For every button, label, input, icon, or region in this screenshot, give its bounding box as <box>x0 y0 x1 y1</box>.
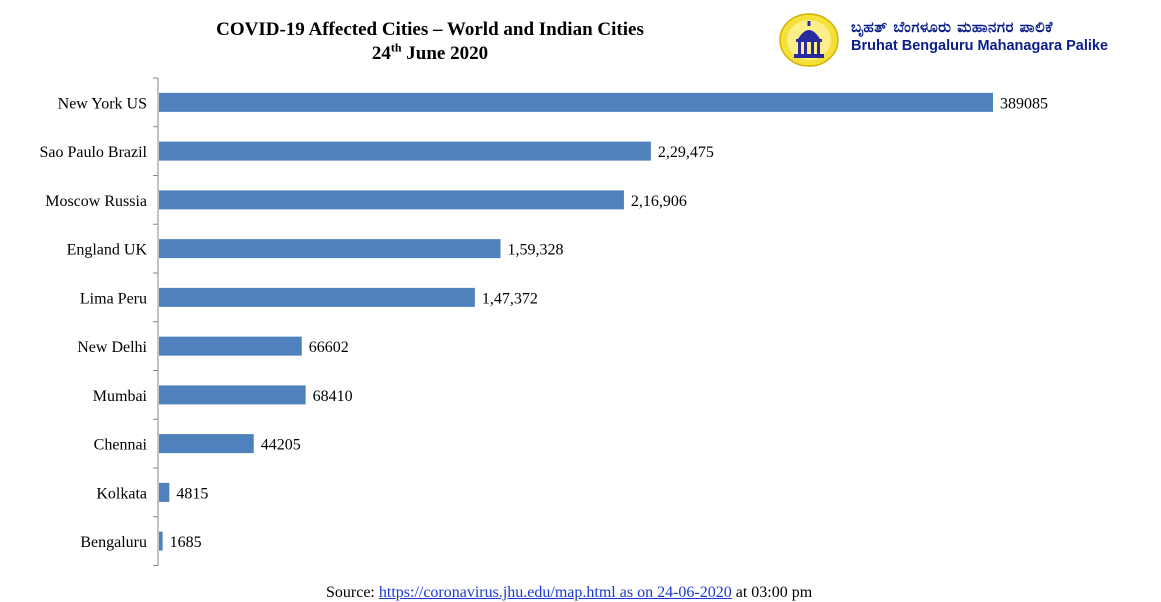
data-label: 4815 <box>176 485 208 502</box>
chart-title: COVID-19 Affected Cities – World and Ind… <box>150 18 710 66</box>
category-label: New Delhi <box>77 339 147 356</box>
data-label: 2,16,906 <box>631 193 687 210</box>
org-name-kannada: ಬೃಹತ್ ಬೆಂಗಳೂರು ಮಹಾನಗರ ಪಾಲಿಕೆ <box>851 18 1053 36</box>
bar <box>159 190 624 210</box>
data-label: 1,59,328 <box>508 242 564 259</box>
source-prefix: Source: <box>326 584 379 601</box>
bar <box>159 385 306 405</box>
category-label: Lima Peru <box>80 290 147 307</box>
category-label: Kolkata <box>96 485 147 502</box>
category-label: Sao Paulo Brazil <box>39 144 147 161</box>
category-label: Chennai <box>94 437 148 454</box>
data-label: 66602 <box>309 339 349 356</box>
data-label: 389085 <box>1000 95 1048 112</box>
bar <box>159 141 651 161</box>
bbmp-logo-icon <box>779 13 839 67</box>
category-label: England UK <box>67 242 148 259</box>
bar <box>159 531 163 551</box>
data-label: 1,47,372 <box>482 290 538 307</box>
title-date-day: 24 <box>371 43 391 64</box>
org-name-english: Bruhat Bengaluru Mahanagara Palike <box>851 38 1109 54</box>
bar <box>159 287 475 307</box>
data-label: 68410 <box>313 388 353 405</box>
bar-chart: New York US 389085 Sao Paulo Brazil 2,29,47… <box>39 77 1048 566</box>
bar <box>159 239 501 259</box>
title-line-1: COVID-19 Affected Cities – World and Ind… <box>216 19 644 40</box>
category-label: Bengaluru <box>80 534 147 551</box>
data-label: 2,29,475 <box>658 144 714 161</box>
category-label: Moscow Russia <box>45 193 147 210</box>
bar <box>159 92 993 112</box>
bar <box>159 336 302 356</box>
data-label: 1685 <box>170 534 202 551</box>
title-date: 24th June 2020 <box>150 42 710 66</box>
source-suffix: at 03:00 pm <box>731 584 813 601</box>
source-link[interactable]: https://coronavirus.jhu.edu/map.html as … <box>378 584 732 601</box>
bar <box>159 434 254 454</box>
data-label: 44205 <box>261 437 301 454</box>
bar <box>159 482 170 502</box>
title-date-suffix: th <box>390 40 402 55</box>
source-note: Source: https://coronavirus.jhu.edu/map.… <box>326 584 812 602</box>
category-label: New York US <box>58 95 147 112</box>
category-label: Mumbai <box>93 388 148 405</box>
title-date-rest: June 2020 <box>401 43 489 64</box>
